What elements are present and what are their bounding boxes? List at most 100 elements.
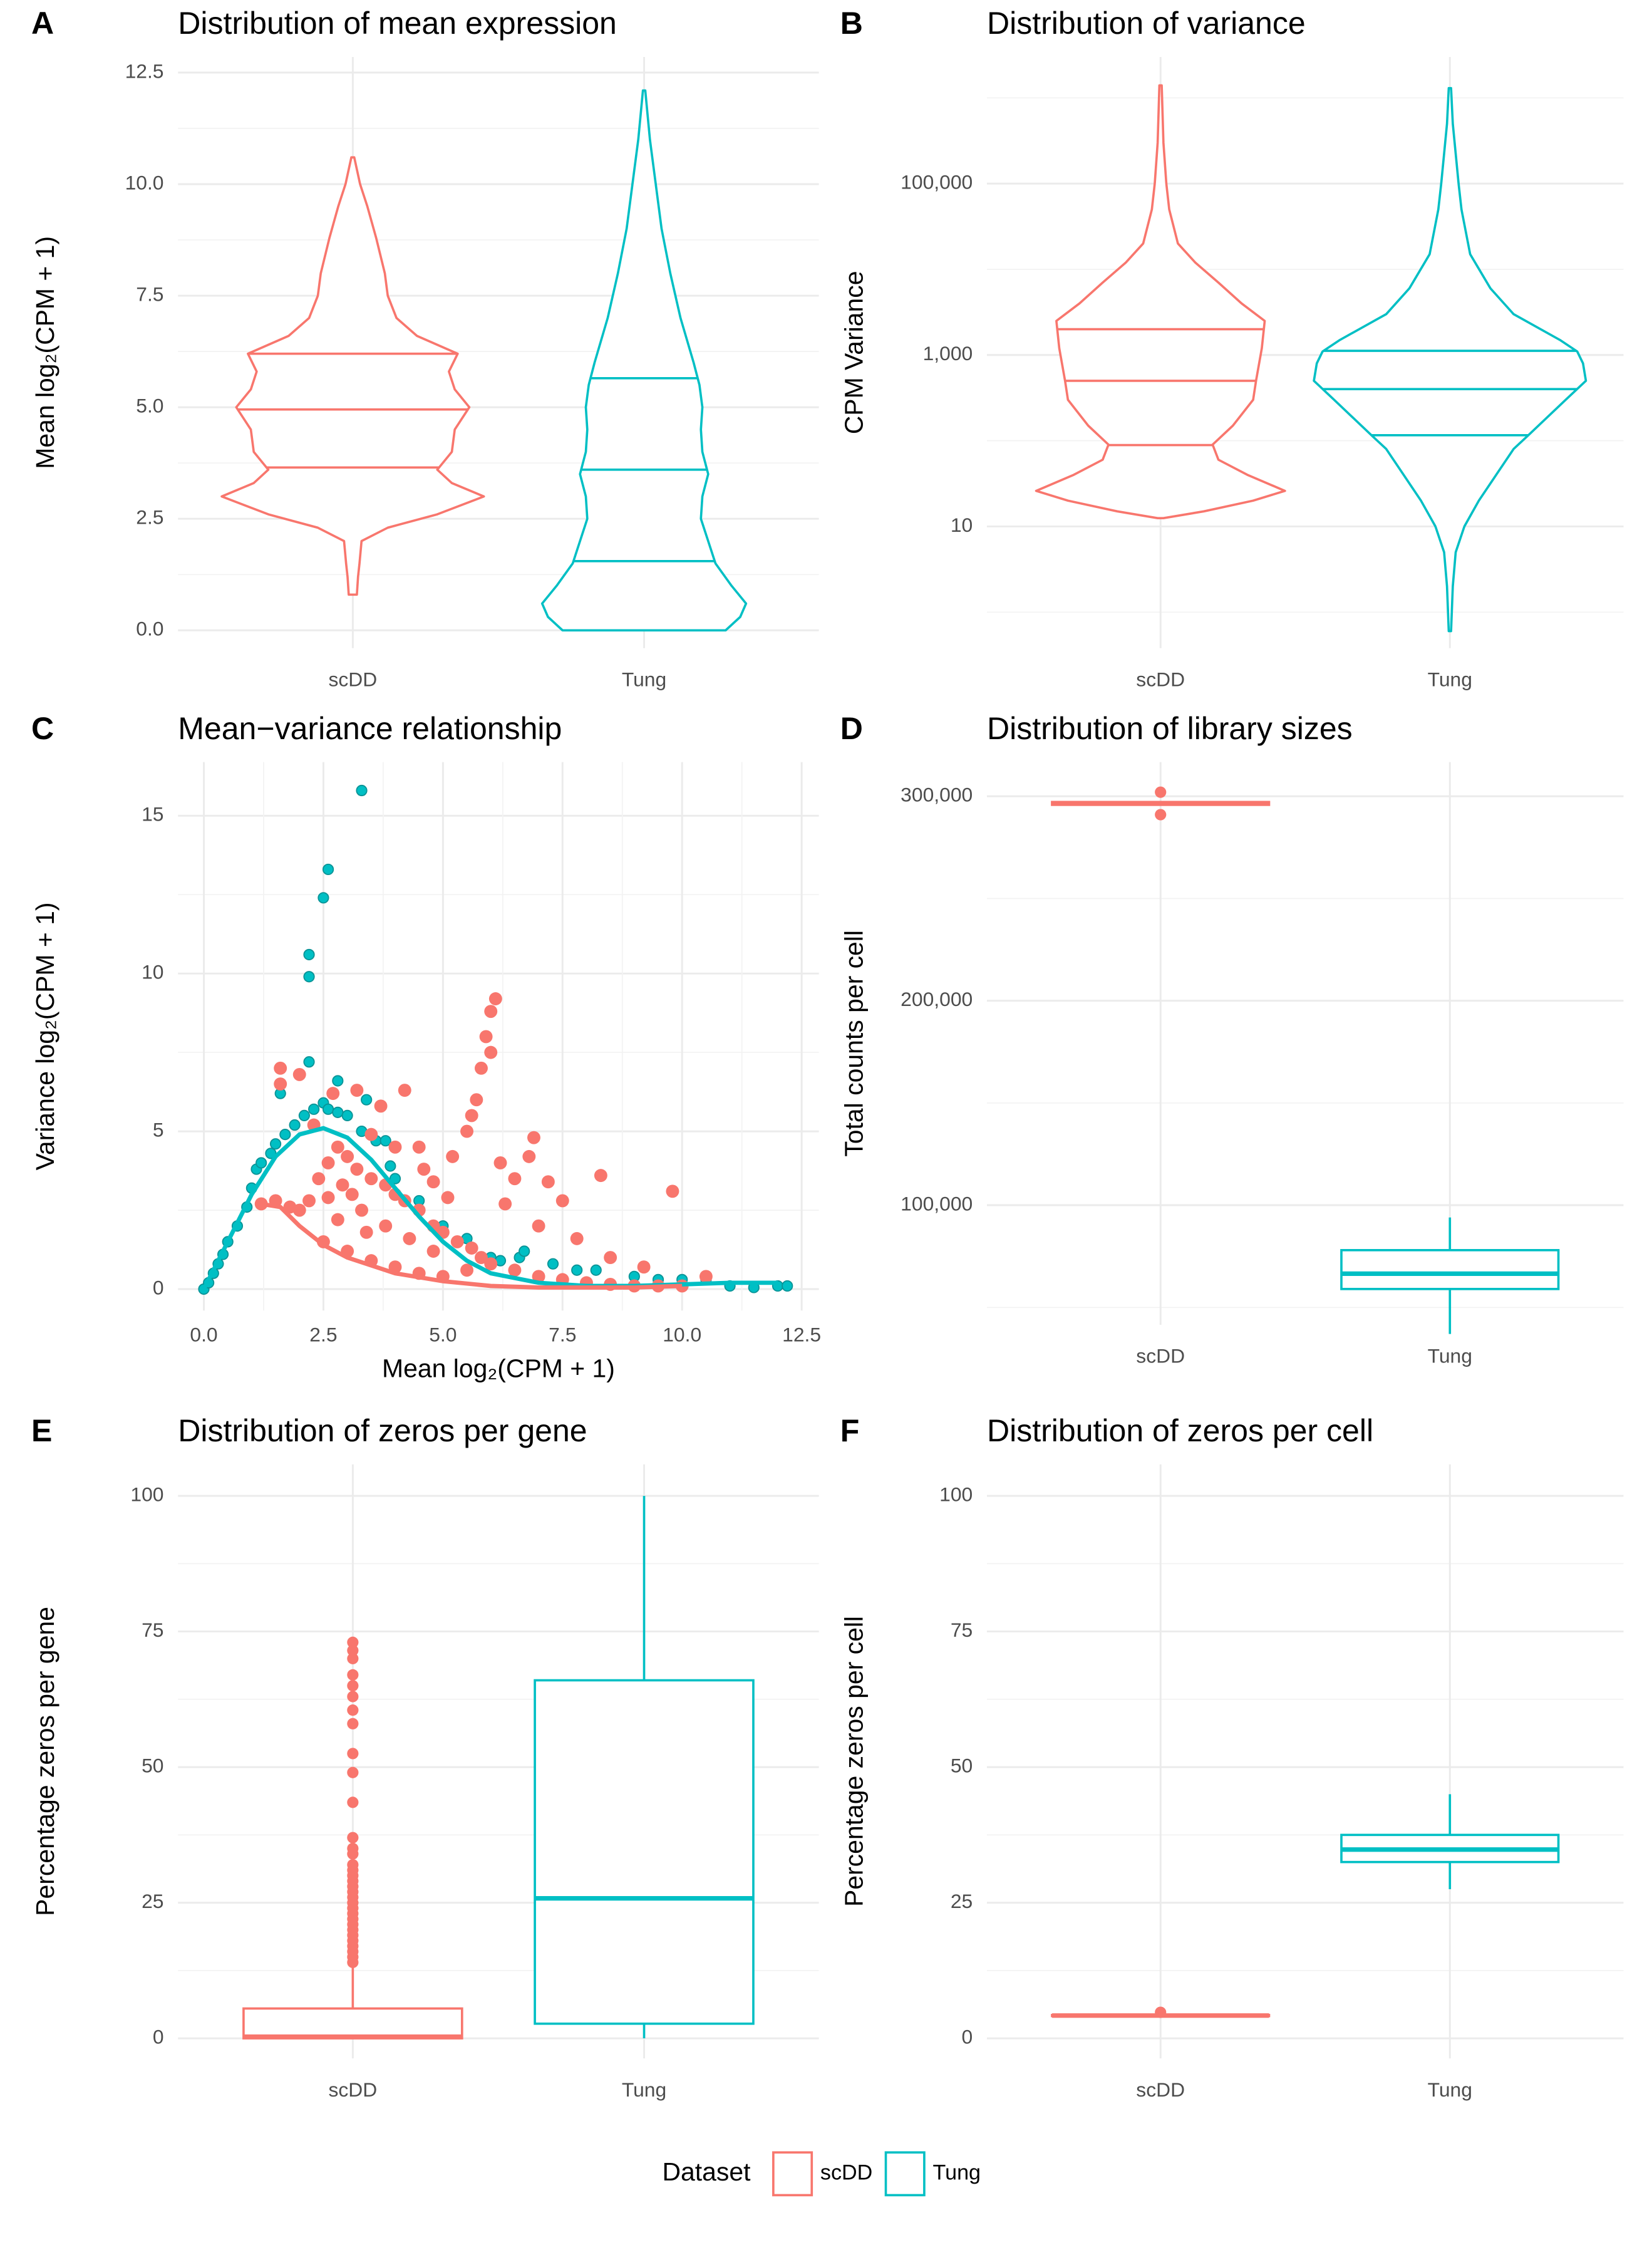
panel-title: Mean−variance relationship <box>178 711 562 746</box>
point <box>488 992 502 1005</box>
point <box>465 1242 478 1255</box>
point <box>782 1280 793 1292</box>
y-tick-label: 200,000 <box>901 988 973 1010</box>
point <box>321 1156 335 1169</box>
point <box>398 1084 411 1097</box>
x-tick-label: Tung <box>1428 668 1472 690</box>
x-tick-label: Tung <box>1428 2078 1472 2101</box>
point <box>356 784 368 797</box>
x-tick-label: 2.5 <box>309 1324 337 1346</box>
point <box>364 1128 378 1141</box>
point <box>350 1084 364 1097</box>
point <box>269 1138 282 1150</box>
panel-title: Distribution of variance <box>987 6 1306 41</box>
y-tick-label: 5 <box>153 1118 164 1141</box>
outlier <box>347 1796 359 1808</box>
point <box>322 1103 334 1115</box>
point <box>571 1264 583 1276</box>
point <box>256 1157 267 1169</box>
point <box>666 1185 679 1198</box>
legend-key <box>772 2151 813 2197</box>
outlier <box>347 1718 359 1729</box>
point <box>359 1225 373 1239</box>
y-tick-label: 10 <box>142 961 163 983</box>
y-tick-label: 25 <box>951 1890 973 1912</box>
outlier <box>347 1832 359 1843</box>
panel-tag: C <box>31 711 54 746</box>
point <box>470 1093 483 1107</box>
point <box>308 1103 320 1115</box>
point <box>412 1140 426 1154</box>
panel-tag: F <box>840 1413 860 1448</box>
point <box>298 1109 310 1121</box>
point <box>479 1030 493 1044</box>
violin <box>220 156 485 596</box>
point <box>527 1131 540 1144</box>
y-tick-label: 100 <box>130 1483 163 1505</box>
y-axis-label: Variance log₂(CPM + 1) <box>31 902 59 1170</box>
point <box>484 1257 498 1271</box>
point <box>484 1005 498 1019</box>
y-tick-label: 15 <box>142 803 163 826</box>
point <box>341 1109 353 1121</box>
point <box>541 1175 555 1189</box>
legend-label: scDD <box>820 2160 872 2184</box>
box <box>1340 1249 1560 1290</box>
y-tick-label: 100,000 <box>901 1192 973 1215</box>
box <box>534 1679 755 2025</box>
point <box>426 1245 440 1258</box>
panel-tag: E <box>31 1413 52 1448</box>
panel-title: Distribution of library sizes <box>987 711 1353 746</box>
y-axis-label: Mean log₂(CPM + 1) <box>31 236 59 469</box>
point <box>274 1077 287 1091</box>
point <box>292 1203 306 1217</box>
y-tick-label: 50 <box>951 1754 973 1776</box>
outlier <box>347 1652 359 1664</box>
point <box>345 1188 359 1201</box>
outlier <box>347 1669 359 1681</box>
point <box>450 1235 464 1248</box>
outlier <box>347 1858 359 1871</box>
point <box>403 1231 416 1245</box>
y-axis-label: Total counts per cell <box>840 930 869 1157</box>
x-tick-label: 0.0 <box>190 1324 217 1346</box>
outlier <box>347 1644 359 1656</box>
x-tick-label: 10.0 <box>663 1324 701 1346</box>
outlier <box>1155 809 1167 821</box>
x-tick-label: scDD <box>1136 1345 1185 1367</box>
point <box>341 1149 354 1163</box>
point <box>274 1061 287 1075</box>
panel-title: Distribution of mean expression <box>178 6 617 41</box>
x-tick-label: Tung <box>622 2078 666 2101</box>
point <box>388 1140 402 1154</box>
point <box>302 1194 316 1208</box>
box <box>242 2007 463 2040</box>
point <box>303 1056 315 1068</box>
y-tick-label: 5.0 <box>136 395 163 417</box>
x-tick-label: Tung <box>1428 1345 1472 1367</box>
y-tick-label: 12.5 <box>125 60 164 82</box>
y-axis-label: CPM Variance <box>840 271 869 434</box>
point <box>493 1156 507 1169</box>
point <box>508 1263 522 1277</box>
point <box>350 1163 364 1176</box>
point <box>312 1172 326 1186</box>
panel-title: Distribution of zeros per gene <box>178 1413 587 1448</box>
point <box>385 1160 396 1172</box>
point <box>379 1219 393 1233</box>
y-tick-label: 1,000 <box>923 342 973 365</box>
point <box>460 1124 474 1138</box>
legend-key <box>884 2151 926 2197</box>
point <box>570 1231 584 1245</box>
point <box>331 1213 344 1226</box>
point <box>498 1197 512 1211</box>
outlier <box>347 1704 359 1716</box>
x-tick-label: 7.5 <box>549 1324 576 1346</box>
point <box>594 1169 607 1183</box>
point <box>465 1109 478 1122</box>
y-tick-label: 0.0 <box>136 618 163 640</box>
y-tick-label: 0 <box>962 2026 973 2048</box>
point <box>289 1119 301 1131</box>
point <box>361 1094 373 1106</box>
